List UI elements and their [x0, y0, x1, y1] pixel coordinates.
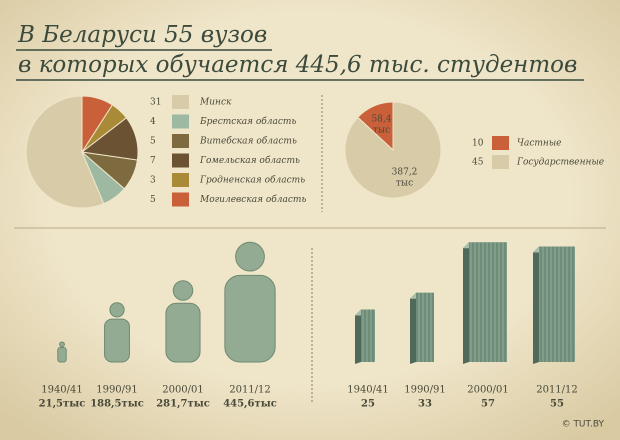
- legend-swatch: [172, 153, 189, 168]
- book-stack: [361, 309, 375, 362]
- legend-label: Брестская область: [199, 116, 296, 127]
- year-label: 1940/41: [347, 385, 389, 396]
- person-head: [109, 302, 125, 318]
- legend-value: 7: [150, 156, 156, 166]
- legend-label: Минск: [199, 98, 232, 108]
- legend-count: 10: [472, 139, 484, 149]
- title-line2: в которых обучается 445,6 тыс. студентов: [18, 52, 577, 78]
- pie-slice: [81, 95, 113, 154]
- value-label: 57: [481, 399, 495, 410]
- year-label: 2000/01: [162, 385, 204, 396]
- legend-swatch: [172, 95, 189, 109]
- legend-swatch: [172, 192, 189, 207]
- legend-value: 3: [150, 176, 156, 186]
- value-label: 445,6тыс: [223, 399, 277, 410]
- legend-swatch: [172, 114, 189, 129]
- value-label: 25: [361, 399, 375, 410]
- legend-swatch: [492, 136, 509, 150]
- slice-label: 387,2 тыс: [392, 167, 418, 188]
- person-body: [224, 274, 276, 363]
- pie-slice: [344, 101, 442, 199]
- year-label: 1940/41: [41, 385, 83, 396]
- person-body: [57, 346, 67, 363]
- person: [104, 302, 130, 363]
- person-head: [235, 241, 265, 272]
- pie-slice: [25, 95, 105, 209]
- legend-label: Государственные: [516, 158, 604, 168]
- value-label: 21,5тыс: [39, 399, 86, 410]
- legend-swatch: [172, 173, 189, 187]
- legend-label: Частные: [517, 139, 561, 149]
- slice-label: 58,4 тыс: [371, 114, 391, 135]
- person: [57, 341, 67, 363]
- book-stack: [539, 246, 575, 362]
- person-head: [172, 280, 194, 301]
- value-label: 33: [418, 399, 432, 410]
- value-label: 188,5тыс: [90, 399, 144, 410]
- source: © TUT.BY: [562, 420, 605, 430]
- person-head: [59, 341, 65, 348]
- year-label: 1990/91: [96, 385, 138, 396]
- book-stack: [469, 242, 507, 362]
- year-label: 2011/12: [229, 385, 271, 396]
- legend-value: 31: [150, 98, 161, 108]
- legend-label: Гродненская область: [199, 175, 305, 186]
- book-stack: [416, 292, 434, 362]
- title-line1: В Беларуси 55 вузов: [17, 22, 267, 48]
- year-label: 2011/12: [536, 385, 578, 396]
- value-label: 55: [550, 399, 564, 410]
- book-side: [533, 246, 539, 364]
- book-side: [463, 242, 469, 364]
- person: [224, 241, 276, 363]
- person-body: [104, 318, 130, 363]
- person: [165, 280, 201, 363]
- legend-label: Витебская область: [199, 136, 297, 147]
- book-side: [410, 292, 416, 364]
- person-body: [165, 302, 201, 363]
- legend-swatch: [172, 134, 189, 148]
- legend-count: 45: [472, 158, 484, 168]
- legend-swatch: [492, 155, 509, 169]
- legend-value: 5: [150, 137, 156, 147]
- year-label: 1990/91: [404, 385, 446, 396]
- value-label: 281,7тыс: [156, 399, 210, 410]
- legend-label: Гомельская область: [199, 155, 300, 166]
- book-side: [355, 309, 361, 364]
- legend-label: Могилевская область: [199, 194, 306, 205]
- legend-value: 4: [150, 117, 156, 127]
- legend-value: 5: [150, 195, 156, 205]
- year-label: 2000/01: [467, 385, 509, 396]
